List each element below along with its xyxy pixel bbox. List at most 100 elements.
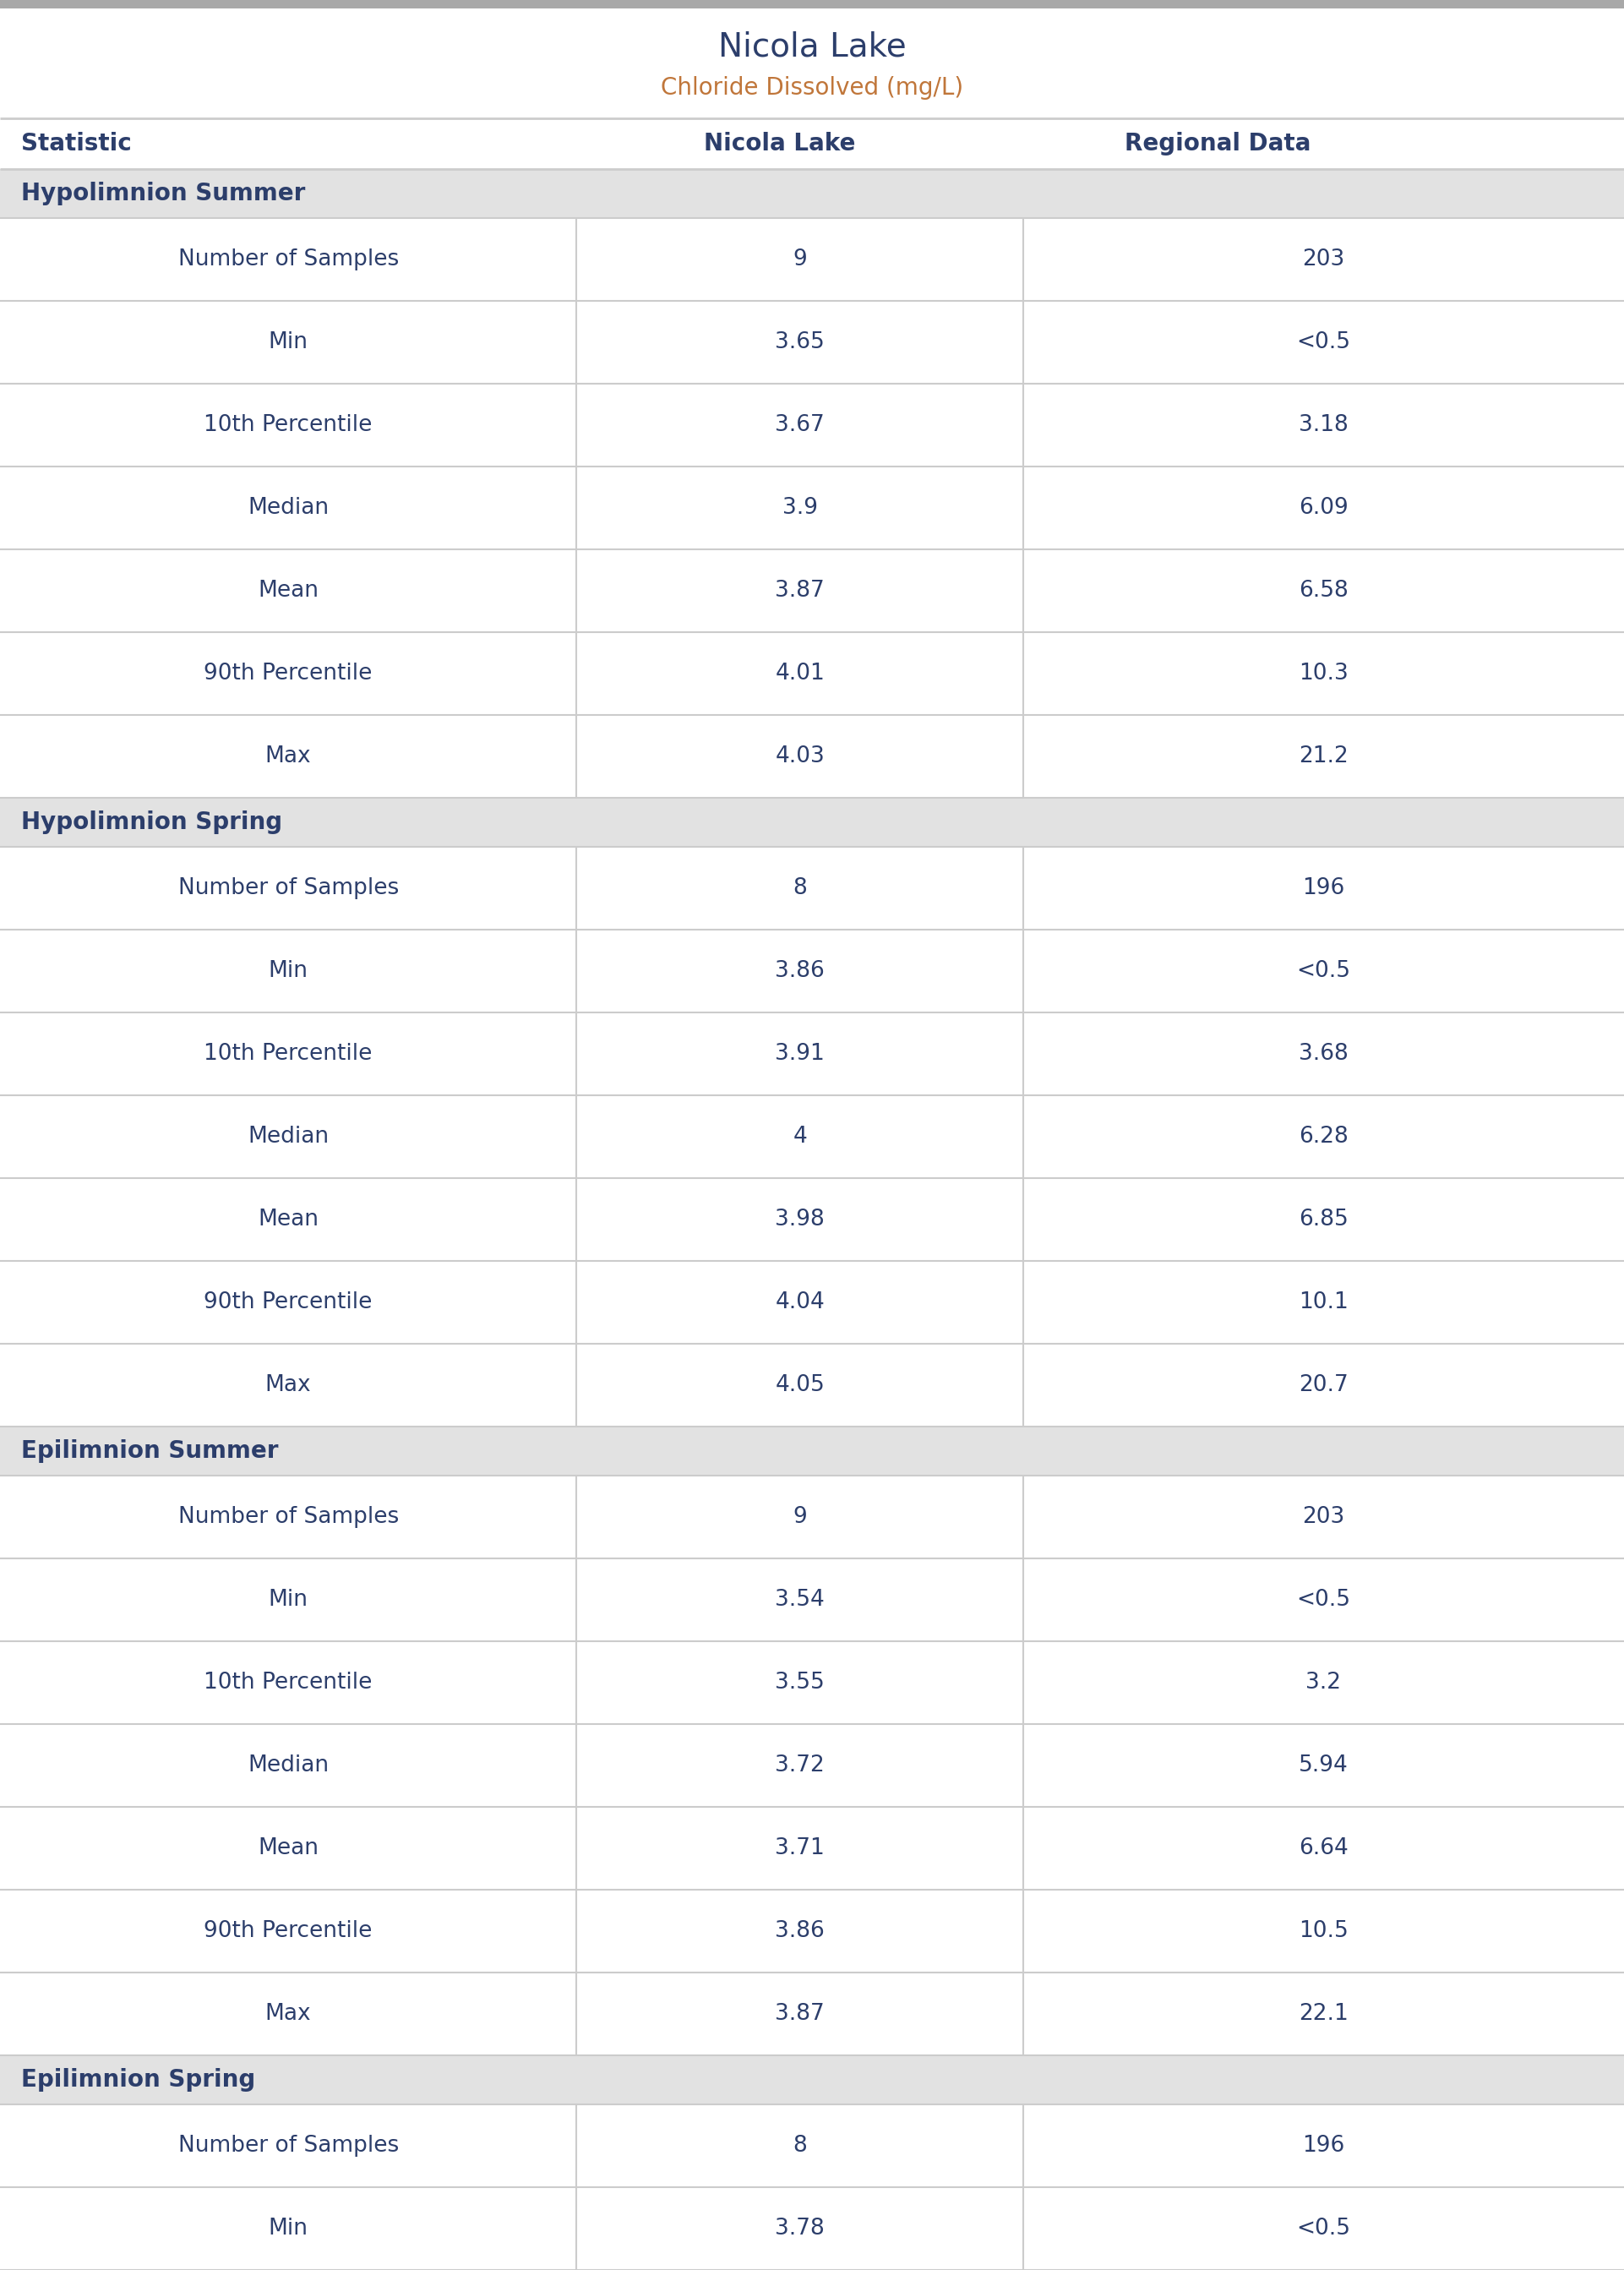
Text: 8: 8 [793,876,807,899]
Text: 3.68: 3.68 [1299,1042,1348,1065]
Text: 3.55: 3.55 [775,1671,825,1693]
Text: 90th Percentile: 90th Percentile [205,1292,372,1314]
Text: Number of Samples: Number of Samples [179,2134,398,2156]
Bar [0,1096,1624,1178]
Text: Hypolimnion Summer: Hypolimnion Summer [21,182,305,204]
Text: 22.1: 22.1 [1299,2002,1348,2025]
Text: Number of Samples: Number of Samples [179,1505,398,1528]
Text: 3.86: 3.86 [775,1920,825,1943]
Text: <0.5: <0.5 [1296,1589,1351,1612]
Text: 9: 9 [793,1505,807,1528]
Text: <0.5: <0.5 [1296,2218,1351,2240]
Bar [0,1889,1624,1973]
Text: Number of Samples: Number of Samples [179,247,398,270]
Text: 21.2: 21.2 [1299,745,1348,767]
Bar [0,168,1624,218]
Bar [0,1178,1624,1260]
Text: 4: 4 [793,1126,807,1149]
Text: Epilimnion Summer: Epilimnion Summer [21,1439,278,1462]
Text: Statistic: Statistic [21,132,132,157]
Text: 10.5: 10.5 [1299,1920,1348,1943]
Bar [0,468,1624,549]
Text: 203: 203 [1302,1505,1345,1528]
Text: Max: Max [265,1373,312,1396]
Bar [0,1476,1624,1559]
Text: Max: Max [265,2002,312,2025]
Bar [0,847,1624,931]
Text: 3.9: 3.9 [783,497,817,520]
Text: 90th Percentile: 90th Percentile [205,663,372,686]
Bar [0,549,1624,631]
Text: 5.94: 5.94 [1299,1755,1348,1777]
Text: 4.01: 4.01 [775,663,825,686]
Text: 6.28: 6.28 [1299,1126,1348,1149]
Text: Min: Min [268,1589,309,1612]
Bar [0,1260,1624,1344]
Bar [0,302,1624,384]
Bar [0,118,1624,168]
Text: 3.71: 3.71 [775,1836,825,1859]
Bar [0,384,1624,468]
Bar [0,2104,1624,2188]
Text: 3.65: 3.65 [775,331,825,354]
Text: Number of Samples: Number of Samples [179,876,398,899]
Text: Regional Data: Regional Data [1125,132,1311,157]
Text: Min: Min [268,331,309,354]
Text: 10th Percentile: 10th Percentile [205,413,372,436]
Text: 90th Percentile: 90th Percentile [205,1920,372,1943]
Text: 6.58: 6.58 [1299,579,1348,602]
Text: 4.03: 4.03 [775,745,825,767]
Bar [0,2188,1624,2270]
Bar [0,1426,1624,1476]
Bar [0,1973,1624,2054]
Text: 3.86: 3.86 [775,960,825,983]
Text: Min: Min [268,2218,309,2240]
Text: 196: 196 [1302,2134,1345,2156]
Text: Hypolimnion Spring: Hypolimnion Spring [21,810,283,833]
Text: 3.18: 3.18 [1299,413,1348,436]
Text: 9: 9 [793,247,807,270]
Text: 6.85: 6.85 [1299,1208,1348,1230]
Bar [0,931,1624,1012]
Bar [0,631,1624,715]
Text: 3.54: 3.54 [775,1589,825,1612]
Text: Median: Median [247,497,330,520]
Bar [0,1344,1624,1426]
Text: 4.05: 4.05 [775,1373,825,1396]
Text: 10th Percentile: 10th Percentile [205,1671,372,1693]
Bar [0,1807,1624,1889]
Bar [0,797,1624,847]
Text: 196: 196 [1302,876,1345,899]
Text: 3.87: 3.87 [775,579,825,602]
Bar [0,1641,1624,1723]
Text: 3.98: 3.98 [775,1208,825,1230]
Text: Epilimnion Spring: Epilimnion Spring [21,2068,255,2091]
Text: 20.7: 20.7 [1299,1373,1348,1396]
Bar [0,715,1624,797]
Bar [0,1723,1624,1807]
Text: Chloride Dissolved (mg/L): Chloride Dissolved (mg/L) [661,75,963,100]
Text: 10.3: 10.3 [1299,663,1348,686]
Text: 3.87: 3.87 [775,2002,825,2025]
Text: <0.5: <0.5 [1296,331,1351,354]
Text: Nicola Lake: Nicola Lake [703,132,856,157]
Bar [0,1559,1624,1641]
Text: 3.2: 3.2 [1306,1671,1341,1693]
Bar [0,0,1624,9]
Bar [0,2054,1624,2104]
Text: Nicola Lake: Nicola Lake [718,32,906,64]
Text: <0.5: <0.5 [1296,960,1351,983]
Text: 3.72: 3.72 [775,1755,825,1777]
Text: Min: Min [268,960,309,983]
Text: Mean: Mean [258,1836,318,1859]
Text: Mean: Mean [258,1208,318,1230]
Text: Mean: Mean [258,579,318,602]
Text: 6.64: 6.64 [1299,1836,1348,1859]
Text: 8: 8 [793,2134,807,2156]
Text: Median: Median [247,1126,330,1149]
Text: 10.1: 10.1 [1299,1292,1348,1314]
Text: 6.09: 6.09 [1299,497,1348,520]
Text: 4.04: 4.04 [775,1292,825,1314]
Text: 3.67: 3.67 [775,413,825,436]
Text: Max: Max [265,745,312,767]
